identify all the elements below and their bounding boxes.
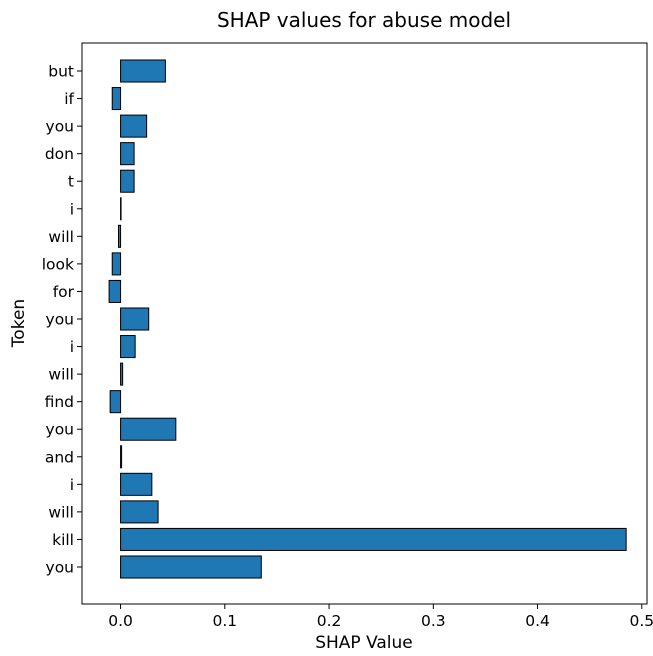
chart-title: SHAP values for abuse model: [217, 8, 511, 32]
bar-2-you: [120, 114, 148, 138]
y-axis-ticks: butifyoudontiwilllookforyouiwillfindyoua…: [42, 63, 82, 577]
y-tick-label: you: [46, 311, 74, 329]
y-tick-label: you: [46, 421, 74, 439]
y-tick-label: t: [68, 173, 74, 191]
y-tick-label: kill: [52, 531, 74, 549]
y-tick-label: will: [48, 503, 74, 521]
y-tick-label: and: [45, 448, 74, 466]
plot-frame: [81, 42, 648, 605]
bar-6-will: [117, 224, 122, 248]
bar-17-kill: [120, 527, 627, 551]
y-tick-label: will: [48, 366, 74, 384]
bar-4-t: [120, 169, 135, 193]
y-tick-label: will: [48, 228, 74, 246]
y-tick-label: find: [45, 393, 74, 411]
bar-14-and: [120, 445, 123, 469]
bar-1-if: [111, 87, 122, 111]
bar-3-don: [120, 142, 135, 166]
bar-9-you: [120, 307, 150, 331]
x-tick-label: 0.4: [525, 612, 550, 630]
bar-10-i: [120, 335, 136, 359]
bar-15-i: [120, 472, 153, 496]
bar-18-you: [120, 555, 262, 579]
bars: [108, 59, 627, 579]
x-tick-label: 0.0: [108, 612, 133, 630]
y-tick-label: if: [64, 90, 74, 108]
y-tick-label: you: [46, 559, 74, 577]
bar-5-i: [120, 197, 122, 221]
bar-7-look: [111, 252, 122, 276]
y-tick-label: for: [53, 283, 75, 301]
x-tick-label: 0.1: [212, 612, 237, 630]
bar-0-but: [120, 59, 166, 83]
y-tick-label: i: [70, 338, 74, 356]
y-tick-label: i: [70, 476, 74, 494]
bar-8-for: [108, 279, 122, 303]
y-tick-label: you: [46, 118, 74, 136]
bar-11-will: [120, 362, 124, 386]
x-tick-label: 0.5: [629, 612, 653, 630]
y-axis-label: Token: [9, 299, 29, 348]
x-axis-ticks: 0.0 0.1 0.2 0.3 0.4 0.5: [108, 604, 653, 630]
y-tick-label: don: [45, 145, 74, 163]
bar-13-you: [120, 417, 177, 441]
bar-16-will: [120, 500, 159, 524]
x-tick-label: 0.3: [421, 612, 446, 630]
bar-12-find: [109, 390, 122, 414]
x-tick-label: 0.2: [317, 612, 342, 630]
x-axis-label: SHAP Value: [315, 633, 413, 653]
y-tick-label: look: [42, 255, 74, 273]
y-tick-label: i: [70, 200, 74, 218]
y-tick-label: but: [48, 63, 74, 81]
